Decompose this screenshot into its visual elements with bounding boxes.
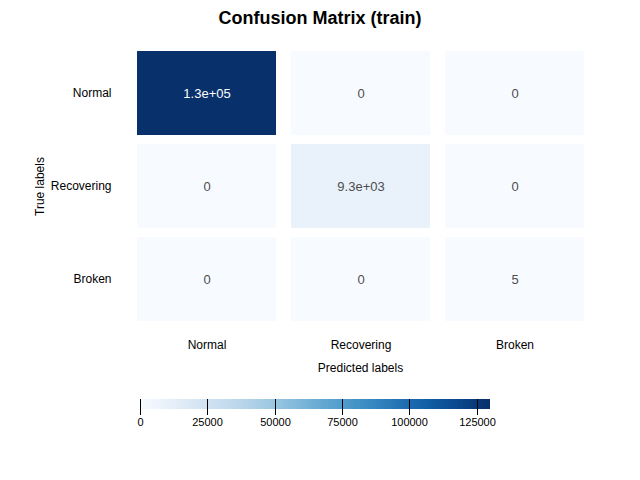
svg-text:50000: 50000 xyxy=(260,416,291,428)
svg-text:125000: 125000 xyxy=(459,416,496,428)
svg-text:9.3e+03: 9.3e+03 xyxy=(337,179,384,194)
html-text:Confusion Matrix (train): Confusion Matrix (train) xyxy=(218,8,422,28)
svg-text:Normal: Normal xyxy=(188,338,227,352)
svg-text:0: 0 xyxy=(137,416,143,428)
svg-text:0: 0 xyxy=(203,272,210,287)
svg-text:Recovering: Recovering xyxy=(331,338,392,352)
svg-text:100000: 100000 xyxy=(391,416,428,428)
svg-text:0: 0 xyxy=(357,86,364,101)
svg-text:1.3e+05: 1.3e+05 xyxy=(183,86,230,101)
svg-text:0: 0 xyxy=(203,179,210,194)
svg-text:5: 5 xyxy=(511,272,518,287)
svg-text:0: 0 xyxy=(511,86,518,101)
svg-text:Normal: Normal xyxy=(73,86,112,100)
svg-text:Broken: Broken xyxy=(73,272,111,286)
svg-text:75000: 75000 xyxy=(327,416,358,428)
svg-text:0: 0 xyxy=(357,272,364,287)
svg-text:25000: 25000 xyxy=(192,416,223,428)
svg-text:Broken: Broken xyxy=(496,338,534,352)
svg-text:0: 0 xyxy=(511,179,518,194)
svg-text:Predicted labels: Predicted labels xyxy=(318,361,403,375)
svg-text:True labels: True labels xyxy=(33,157,47,216)
svg-text:Recovering: Recovering xyxy=(51,179,112,193)
